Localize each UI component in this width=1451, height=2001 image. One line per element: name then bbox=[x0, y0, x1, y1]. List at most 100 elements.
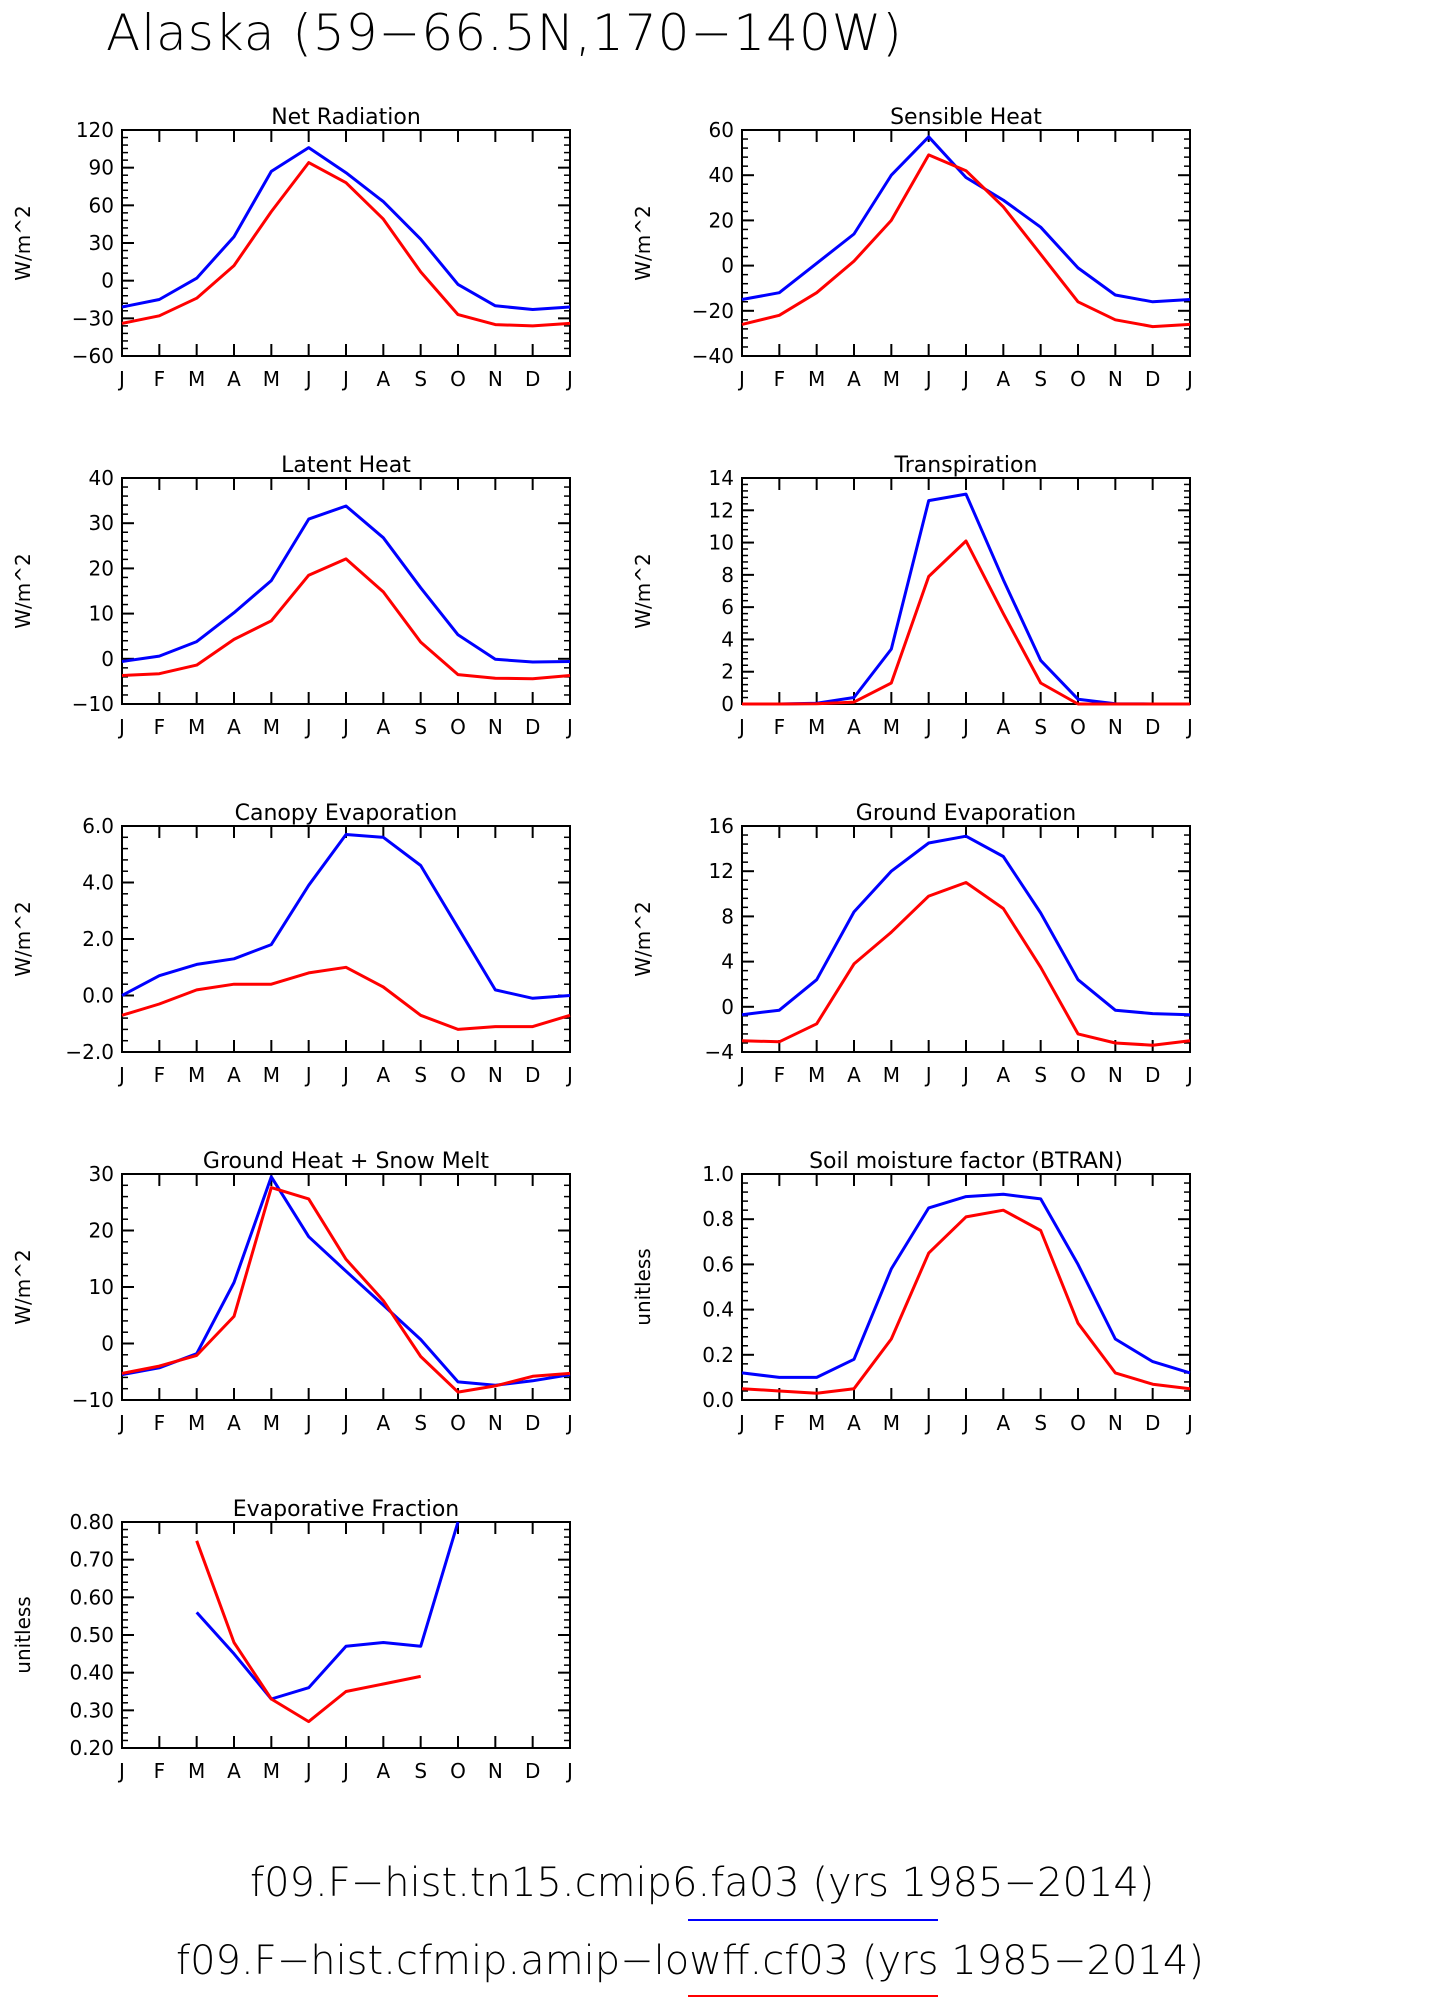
y-tick-label: 0.60 bbox=[69, 1585, 114, 1609]
x-tick-label: J bbox=[304, 715, 312, 739]
y-axis-label: W/m^2 bbox=[631, 901, 655, 976]
x-tick-label: S bbox=[414, 1063, 427, 1087]
y-tick-label: 0.40 bbox=[69, 1661, 114, 1685]
x-tick-label: M bbox=[883, 367, 900, 391]
x-tick-label: D bbox=[1145, 1411, 1160, 1435]
panel-title: Sensible Heat bbox=[890, 105, 1042, 130]
y-tick-label: 14 bbox=[709, 466, 734, 490]
x-tick-label: A bbox=[847, 1411, 861, 1435]
series-line-run2 bbox=[121, 557, 571, 681]
main-title: Alaska (59−66.5N,170−140W) bbox=[106, 4, 903, 62]
x-tick-label: O bbox=[1070, 1063, 1086, 1087]
x-tick-label: D bbox=[1145, 715, 1160, 739]
x-tick-label: J bbox=[737, 1063, 745, 1087]
x-tick-label: O bbox=[450, 367, 466, 391]
x-tick-label: F bbox=[774, 367, 786, 391]
x-tick-label: F bbox=[154, 1411, 166, 1435]
x-tick-label: J bbox=[304, 1411, 312, 1435]
x-tick-label: D bbox=[1145, 367, 1160, 391]
x-tick-label: J bbox=[737, 715, 745, 739]
y-tick-label: −4 bbox=[705, 1040, 734, 1064]
y-tick-label: 6 bbox=[721, 595, 734, 619]
x-tick-label: O bbox=[450, 1411, 466, 1435]
x-tick-label: J bbox=[924, 1411, 932, 1435]
y-tick-label: 0.0 bbox=[702, 1388, 734, 1412]
plot-frame bbox=[121, 1521, 571, 1749]
x-tick-label: A bbox=[376, 715, 390, 739]
x-tick-label: M bbox=[188, 1759, 205, 1783]
plot-frame bbox=[121, 1173, 571, 1401]
x-tick-label: O bbox=[450, 1063, 466, 1087]
x-tick-label: S bbox=[414, 1411, 427, 1435]
y-tick-label: 60 bbox=[89, 193, 114, 217]
y-tick-label: −60 bbox=[72, 344, 114, 368]
panel-title: Evaporative Fraction bbox=[233, 1497, 459, 1522]
x-tick-label: F bbox=[774, 715, 786, 739]
x-tick-label: M bbox=[188, 715, 205, 739]
x-tick-label: A bbox=[227, 1411, 241, 1435]
panel-title: Latent Heat bbox=[281, 453, 411, 478]
x-tick-label: A bbox=[376, 1759, 390, 1783]
x-tick-label: J bbox=[1185, 1063, 1193, 1087]
x-tick-label: N bbox=[488, 367, 503, 391]
plot-frame bbox=[741, 825, 1191, 1053]
y-tick-label: −10 bbox=[72, 1388, 114, 1412]
x-tick-label: S bbox=[1034, 715, 1047, 739]
x-tick-label: N bbox=[488, 1759, 503, 1783]
y-tick-label: 10 bbox=[709, 531, 734, 555]
y-tick-label: −2.0 bbox=[65, 1040, 114, 1064]
y-tick-label: 0 bbox=[721, 692, 734, 716]
x-tick-label: O bbox=[450, 1759, 466, 1783]
series-line-run2 bbox=[742, 539, 1190, 706]
x-tick-label: J bbox=[341, 1411, 349, 1435]
series-line-run2 bbox=[741, 153, 1191, 329]
plot-frame bbox=[741, 1173, 1191, 1401]
x-tick-label: A bbox=[847, 1063, 861, 1087]
x-tick-label: J bbox=[565, 1759, 573, 1783]
x-tick-label: A bbox=[996, 715, 1010, 739]
x-tick-label: A bbox=[227, 715, 241, 739]
x-tick-label: D bbox=[525, 1063, 540, 1087]
y-tick-label: 0 bbox=[101, 1332, 114, 1356]
x-tick-label: F bbox=[154, 1063, 166, 1087]
panel-title: Ground Evaporation bbox=[856, 801, 1076, 826]
y-tick-label: 30 bbox=[89, 231, 114, 255]
y-tick-label: 12 bbox=[709, 498, 734, 522]
y-tick-label: 0.50 bbox=[69, 1623, 114, 1647]
y-tick-label: 20 bbox=[709, 208, 734, 232]
plot-frame bbox=[121, 477, 571, 705]
x-tick-label: M bbox=[883, 1411, 900, 1435]
y-tick-label: 4 bbox=[721, 950, 734, 974]
y-tick-label: 16 bbox=[709, 814, 734, 838]
x-tick-label: A bbox=[847, 715, 861, 739]
y-tick-label: 0.8 bbox=[702, 1207, 734, 1231]
x-tick-label: J bbox=[1185, 1411, 1193, 1435]
series-line-run2 bbox=[741, 1208, 1191, 1395]
plot-frame bbox=[741, 477, 1191, 705]
x-tick-label: A bbox=[227, 1759, 241, 1783]
x-tick-label: N bbox=[488, 1063, 503, 1087]
x-tick-label: J bbox=[961, 715, 969, 739]
x-tick-label: F bbox=[154, 715, 166, 739]
x-tick-label: J bbox=[924, 1063, 932, 1087]
x-tick-label: J bbox=[565, 1411, 573, 1435]
x-tick-label: J bbox=[924, 367, 932, 391]
x-tick-label: J bbox=[565, 1063, 573, 1087]
x-tick-label: M bbox=[263, 1411, 280, 1435]
x-tick-label: S bbox=[1034, 1411, 1047, 1435]
y-axis-label: W/m^2 bbox=[631, 205, 655, 280]
x-tick-label: N bbox=[1108, 1063, 1123, 1087]
x-tick-label: D bbox=[525, 1759, 540, 1783]
x-tick-label: J bbox=[1185, 715, 1193, 739]
y-tick-label: 4.0 bbox=[82, 871, 114, 895]
x-tick-label: J bbox=[1185, 367, 1193, 391]
y-tick-label: −40 bbox=[692, 344, 734, 368]
x-tick-label: M bbox=[188, 1063, 205, 1087]
